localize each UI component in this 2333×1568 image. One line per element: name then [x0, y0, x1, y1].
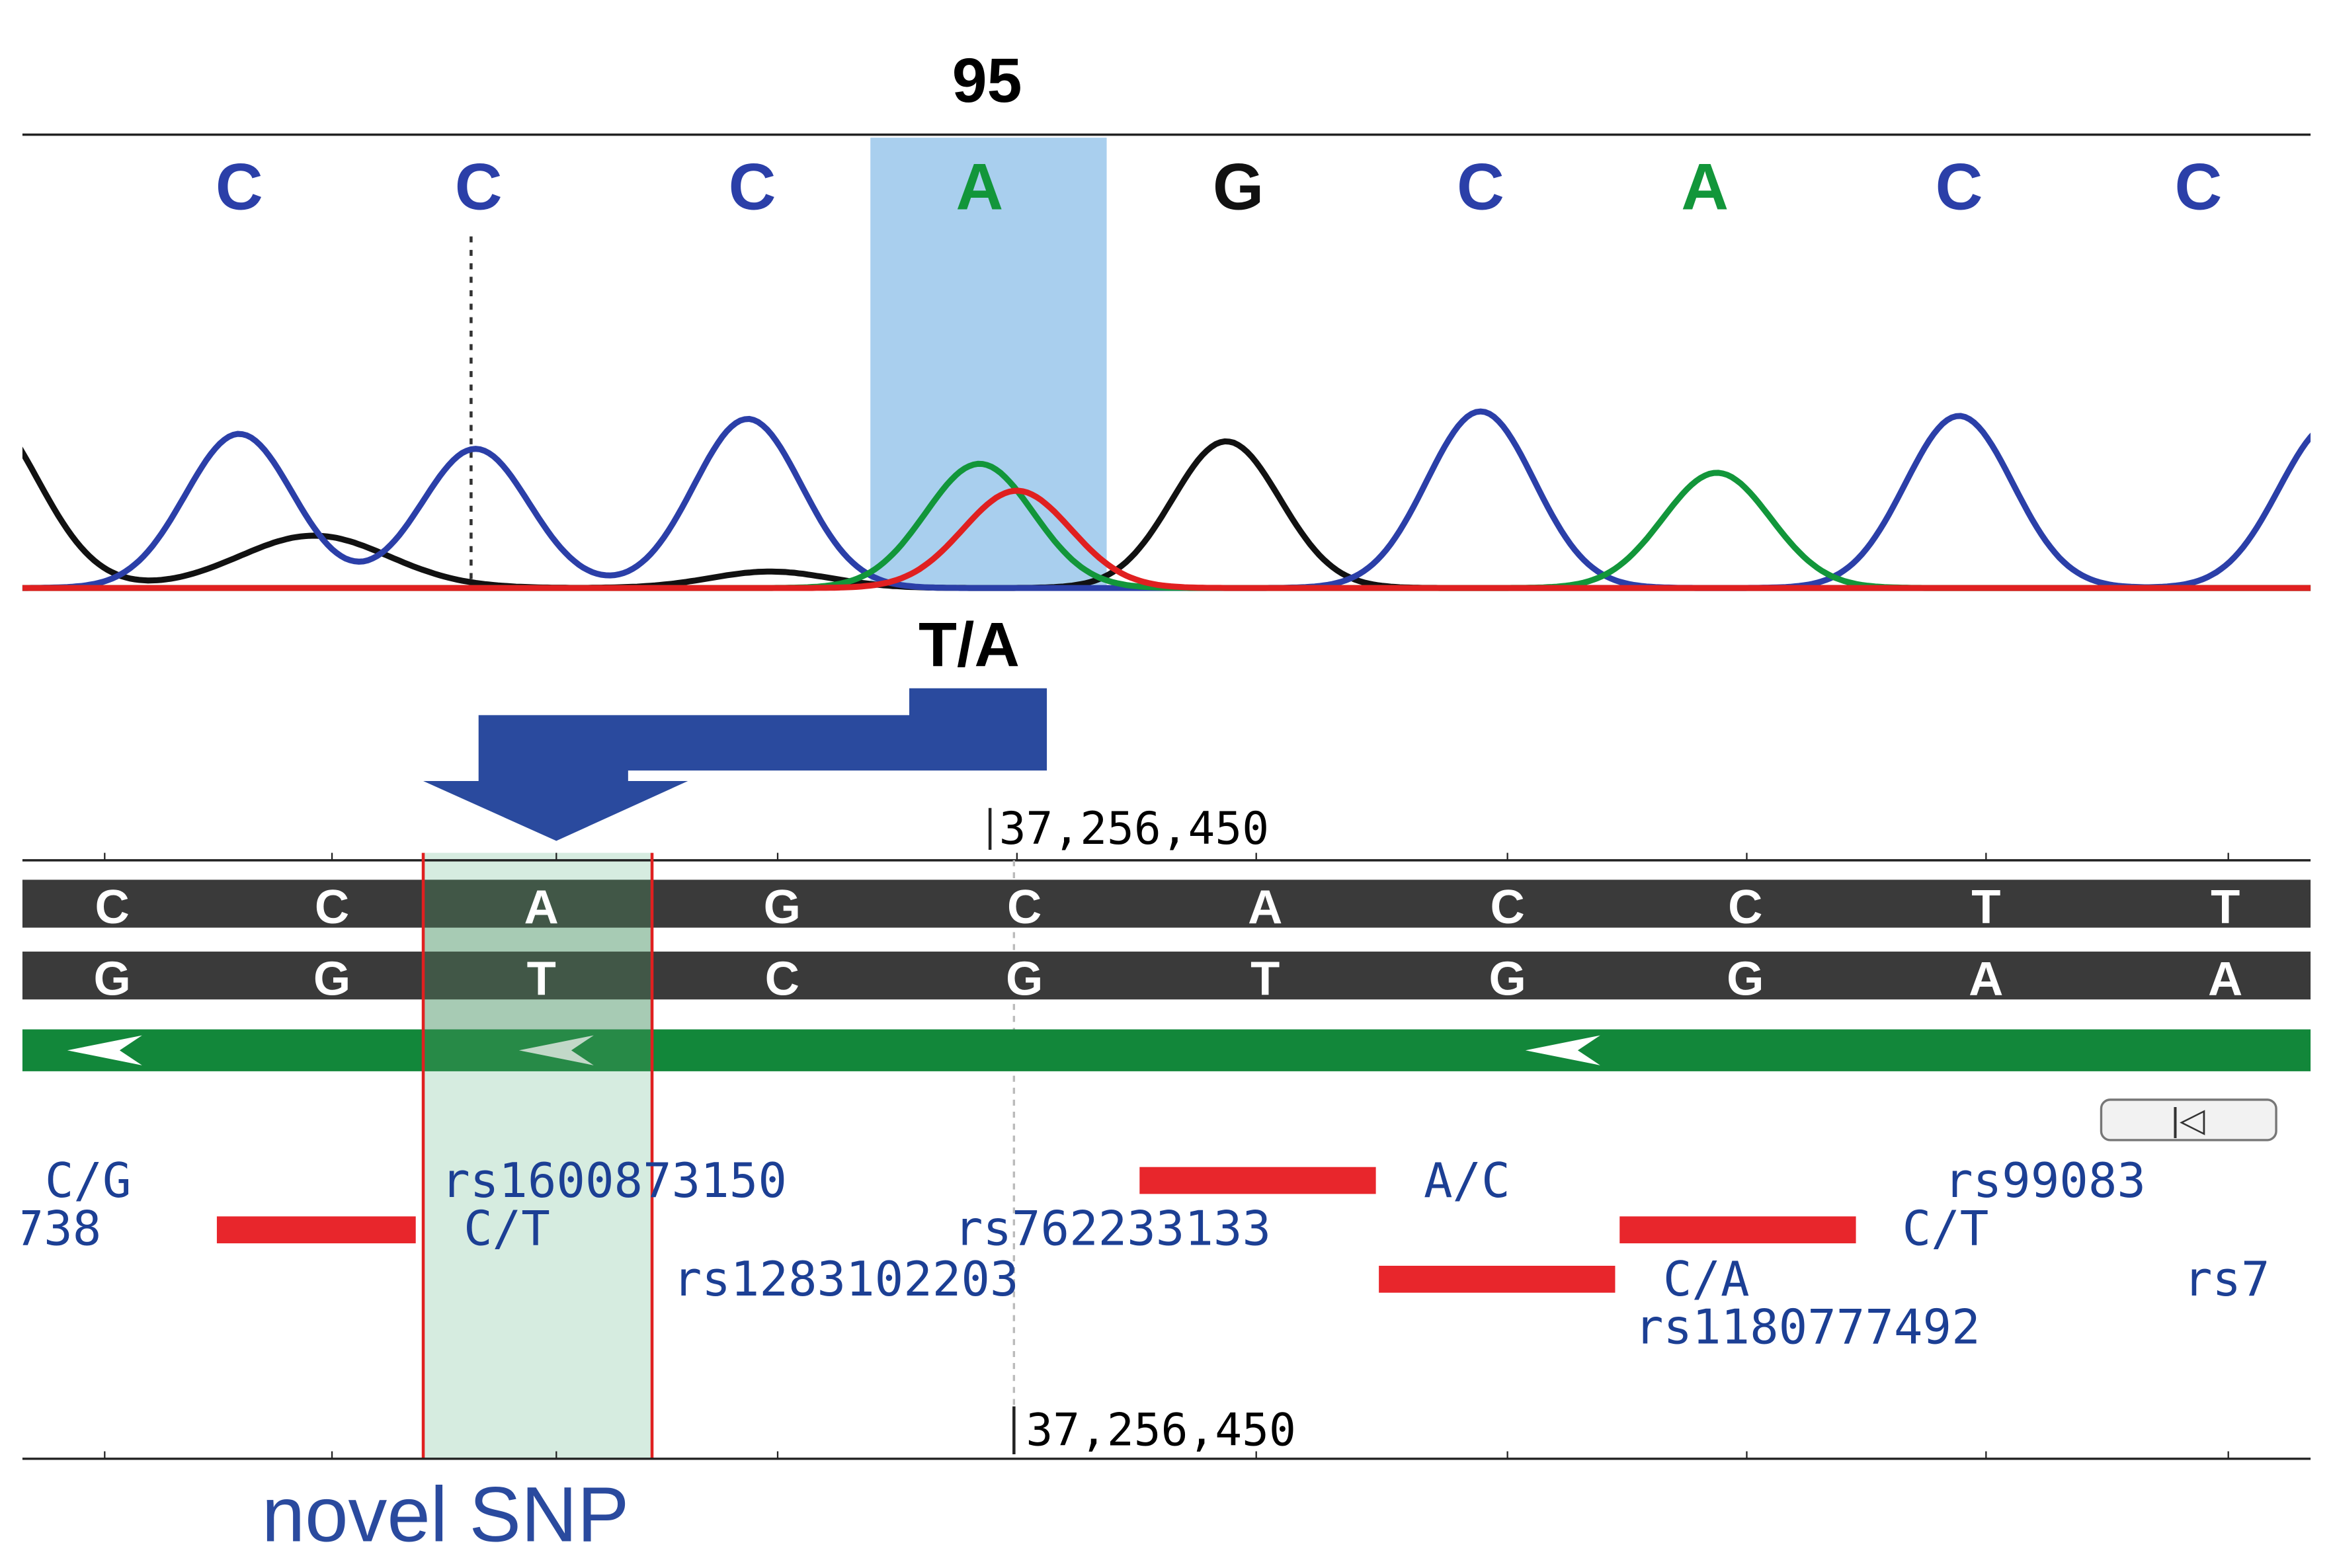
- variant-label: A/C: [1424, 1153, 1510, 1209]
- coordinate-bottom: 37,256,450: [1026, 1404, 1295, 1456]
- base-call: C: [1457, 151, 1504, 224]
- forward-base: G: [764, 880, 801, 934]
- variant-label: C/A: [1663, 1252, 1750, 1307]
- snp-overlay: [423, 880, 653, 1071]
- variant-label: rs7: [2184, 1252, 2270, 1307]
- reverse-base: A: [1969, 952, 2003, 1005]
- base-call: C: [729, 151, 776, 224]
- forward-base: A: [524, 880, 559, 934]
- variant-bar: [1139, 1167, 1376, 1194]
- trace: [22, 408, 2311, 591]
- reverse-base: T: [1250, 952, 1280, 1005]
- strand-arrows: [67, 1035, 1600, 1065]
- variants: C/G rs1600873150 A/C rs99083 738 C/T rs7622331…: [15, 1153, 2270, 1356]
- forward-base: C: [1490, 880, 1524, 934]
- annotation: novel SNP: [262, 1471, 630, 1557]
- variant-label: rs1180777492: [1635, 1300, 1981, 1356]
- reverse-base: C: [765, 952, 799, 1005]
- variant-label: 738: [15, 1201, 102, 1257]
- forward-base: T: [1971, 880, 2000, 934]
- reverse-base: G: [93, 952, 130, 1005]
- variant-bar: [216, 1216, 416, 1244]
- base-call: C: [1936, 151, 1983, 224]
- variant-label: rs1600873150: [441, 1153, 787, 1209]
- forward-strand: [22, 880, 2311, 928]
- highlight-peak: [870, 138, 1107, 589]
- reverse-base: G: [1006, 952, 1043, 1005]
- forward-base: T: [2211, 880, 2240, 934]
- coordinate-top: 37,256,450: [999, 803, 1269, 855]
- base-call: G: [1213, 151, 1264, 224]
- trace: [22, 460, 2311, 591]
- trace: [22, 487, 2311, 591]
- forward-base: C: [1007, 880, 1042, 934]
- variant-label: C/G: [45, 1153, 132, 1209]
- forward-base: A: [1248, 880, 1282, 934]
- forward-base: C: [1728, 880, 1762, 934]
- variant-label: C/T: [464, 1201, 550, 1257]
- gene-track: [22, 1029, 2311, 1071]
- position-label: 95: [952, 46, 1022, 116]
- base-call: C: [455, 151, 503, 224]
- reverse-base: A: [2208, 952, 2242, 1005]
- call-label: T/A: [919, 610, 1020, 680]
- base-call: A: [956, 151, 1003, 224]
- reverse-base: G: [313, 952, 350, 1005]
- variant-label: rs1283102203: [673, 1252, 1019, 1307]
- traces: [22, 408, 2311, 591]
- reverse-base: G: [1727, 952, 1764, 1005]
- reverse-base: T: [527, 952, 556, 1005]
- button[interactable]: [2100, 1098, 2277, 1141]
- variant-label: rs99083: [1944, 1153, 2146, 1209]
- base-call: C: [216, 151, 263, 224]
- base-call: C: [2175, 151, 2223, 224]
- forward-base: C: [315, 880, 349, 934]
- arrow: [423, 688, 1047, 841]
- variant-bar: [1379, 1265, 1616, 1293]
- forward-base: C: [95, 880, 129, 934]
- reverse-strand: [22, 951, 2311, 1000]
- variant-label: rs762233133: [954, 1201, 1271, 1257]
- reverse-base: G: [1489, 952, 1526, 1005]
- button-label[interactable]: |◁: [2171, 1101, 2205, 1138]
- variant-bar: [1619, 1216, 1856, 1244]
- base-call: A: [1681, 151, 1729, 224]
- variant-label: C/T: [1903, 1201, 1989, 1257]
